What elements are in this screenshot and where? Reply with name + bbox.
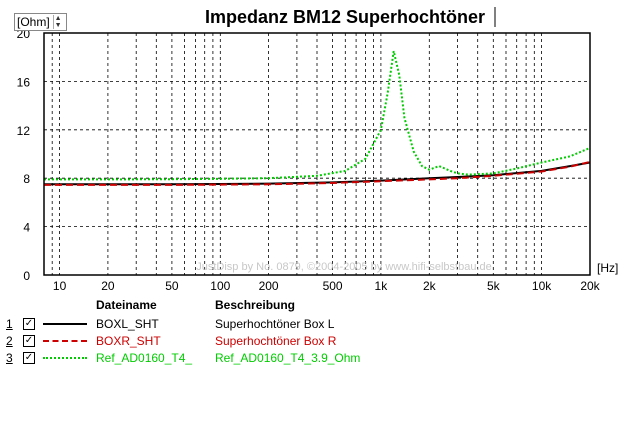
y-tick-label: 4 <box>23 221 30 235</box>
legend-row-1: 1 ✓ BOXL_SHT Superhochtöner Box L <box>0 317 624 335</box>
x-tick-label: 100 <box>210 279 230 293</box>
chart-title: Impedanz BM12 Superhochtöner <box>205 7 485 27</box>
spin-down-icon[interactable]: ▼ <box>54 22 62 29</box>
plot-frame <box>43 32 591 276</box>
series-2-checkbox[interactable]: ✓ <box>23 335 35 347</box>
legend-row-2: 2 ✓ BOXR_SHT Superhochtöner Box R <box>0 334 624 352</box>
legend-row-index[interactable]: 1 <box>6 317 13 331</box>
legend-header-desc: Beschreibung <box>215 298 296 312</box>
legend-file-name: Ref_AD0160_T4_ <box>96 351 193 365</box>
x-tick-label: 200 <box>259 279 279 293</box>
y-tick-label: 0 <box>23 269 30 283</box>
x-tick-label: 1k <box>375 279 389 293</box>
y-tick-label: 8 <box>23 172 30 186</box>
x-tick-label: 2k <box>423 279 437 293</box>
legend-description: Superhochtöner Box R <box>215 334 337 348</box>
x-unit-label: [Hz] <box>597 261 619 275</box>
series-1-checkbox[interactable]: ✓ <box>23 318 35 330</box>
x-tick-label: 20k <box>580 279 600 293</box>
y-tick-label: 12 <box>17 124 31 138</box>
legend-file-name: BOXR_SHT <box>96 334 161 348</box>
series-line-2 <box>44 160 591 186</box>
series-2-swatch <box>43 340 87 342</box>
spin-up-icon[interactable]: ▲ <box>54 15 62 22</box>
legend-description: Ref_AD0160_T4_3.9_Ohm <box>215 351 361 365</box>
series-3-swatch <box>43 357 87 359</box>
legend-row-index[interactable]: 2 <box>6 334 13 348</box>
x-axis-ticks: 10 20 50 100 200 500 1k 2k 5k 10k 20k <box>53 279 601 293</box>
y-tick-label: 16 <box>17 75 31 89</box>
series-1-swatch <box>43 323 87 325</box>
x-tick-label: 20 <box>101 279 115 293</box>
legend-row-3: 3 ✓ Ref_AD0160_T4_ Ref_AD0160_T4_3.9_Ohm <box>0 351 624 369</box>
impedance-chart: Impedanz BM12 Superhochtöner 0 4 8 12 16 20 1… <box>17 7 601 293</box>
x-tick-label: 5k <box>487 279 501 293</box>
unit-selector[interactable]: [Ohm] ▲ ▼ <box>14 13 67 31</box>
watermark: JustDisp by No. 0879, ©2004-2005 by www.… <box>196 261 492 273</box>
unit-spinner[interactable]: ▲ ▼ <box>52 15 64 29</box>
x-tick-label: 50 <box>165 279 179 293</box>
series-line-3 <box>44 50 591 181</box>
legend-description: Superhochtöner Box L <box>215 317 335 331</box>
y-unit-label: [Ohm] <box>17 15 50 29</box>
legend-file-name: BOXL_SHT <box>96 317 159 331</box>
series-group <box>44 50 591 186</box>
x-tick-label: 10k <box>532 279 552 293</box>
legend-row-index[interactable]: 3 <box>6 351 13 365</box>
x-tick-label: 10 <box>53 279 67 293</box>
series-3-checkbox[interactable]: ✓ <box>23 352 35 364</box>
x-tick-label: 500 <box>323 279 343 293</box>
grid <box>44 33 590 275</box>
legend-header-file: Dateiname <box>96 298 157 312</box>
